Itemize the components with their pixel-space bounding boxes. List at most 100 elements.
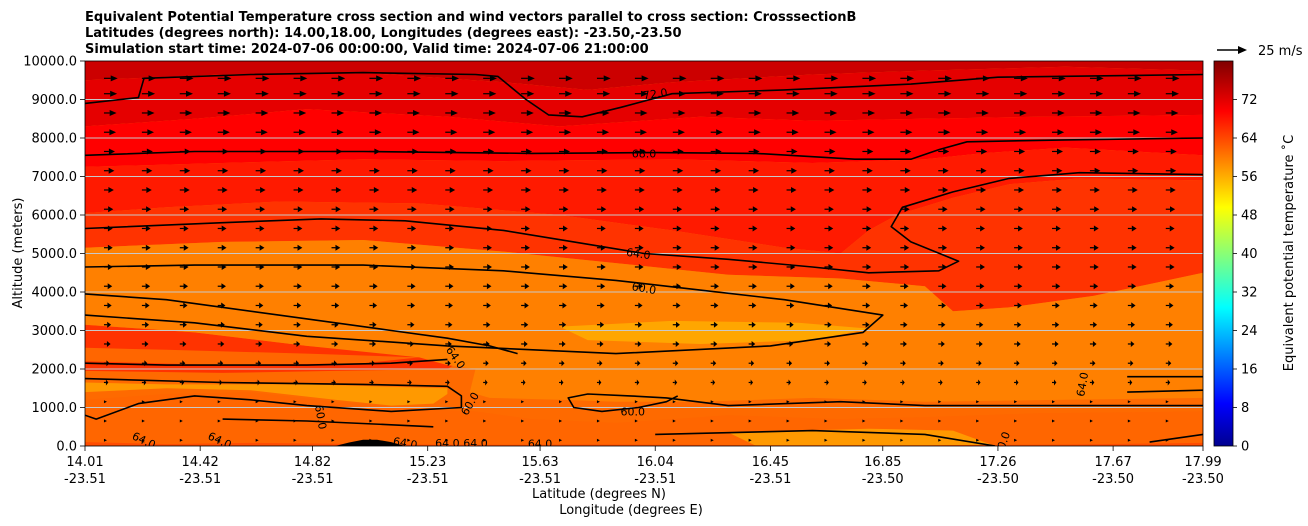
wind-vector bbox=[748, 283, 757, 290]
wind-vector bbox=[445, 400, 449, 404]
wind-vector-head-icon bbox=[713, 321, 718, 328]
wind-vector bbox=[141, 148, 153, 155]
wind-vector bbox=[1014, 148, 1026, 155]
wind-vector-head-icon bbox=[261, 90, 269, 97]
wind-vector-head-icon bbox=[485, 379, 488, 386]
wind-vector-head-icon bbox=[561, 360, 565, 367]
wind-vectors-layer bbox=[103, 75, 1180, 442]
contour-label-14: 64.0 bbox=[528, 438, 553, 451]
wind-vector-head-icon bbox=[634, 400, 638, 404]
wind-vector-head-icon bbox=[944, 90, 952, 97]
wind-vector bbox=[1014, 206, 1024, 213]
wind-vector bbox=[596, 167, 608, 174]
contour-label-8: 64.0 bbox=[1074, 371, 1091, 397]
wind-vector-head-icon bbox=[715, 186, 721, 193]
wind-vector-head-icon bbox=[790, 302, 795, 309]
wind-vector-head-icon bbox=[829, 129, 837, 136]
wind-vector-head-icon bbox=[525, 225, 530, 232]
wind-vector bbox=[862, 340, 870, 347]
wind-vector bbox=[559, 225, 568, 232]
wind-vector bbox=[255, 129, 268, 136]
wind-vector-head-icon bbox=[293, 400, 297, 404]
wind-vector-head-icon bbox=[748, 438, 752, 442]
wind-vector bbox=[1052, 148, 1064, 155]
wind-vector-head-icon bbox=[791, 148, 798, 155]
wind-vector bbox=[103, 206, 114, 213]
wind-vector-head-icon bbox=[371, 360, 375, 367]
wind-vector-head-icon bbox=[716, 109, 724, 116]
wind-vector-head-icon bbox=[677, 167, 684, 174]
wind-vector bbox=[748, 379, 754, 386]
wind-vector-head-icon bbox=[641, 75, 649, 82]
wind-vector-head-icon bbox=[603, 75, 611, 82]
wind-vector-head-icon bbox=[1132, 148, 1139, 155]
wind-vector-head-icon bbox=[449, 225, 455, 232]
wind-vector bbox=[862, 283, 871, 290]
wind-vector bbox=[255, 360, 262, 367]
wind-vector bbox=[1052, 90, 1066, 97]
wind-vector-head-icon bbox=[1127, 419, 1131, 423]
wind-vector-head-icon bbox=[1054, 360, 1058, 367]
wind-vector-head-icon bbox=[220, 321, 225, 328]
wind-vector bbox=[179, 186, 190, 193]
wind-vector-head-icon bbox=[1055, 225, 1061, 232]
wind-vector bbox=[786, 225, 796, 232]
wind-vector bbox=[748, 90, 762, 97]
wind-vector bbox=[445, 167, 456, 174]
wind-vector-head-icon bbox=[331, 400, 335, 404]
wind-vector-head-icon bbox=[563, 167, 570, 174]
wind-vector-head-icon bbox=[1093, 321, 1098, 328]
wind-vector bbox=[1127, 109, 1141, 116]
contour-line-60-4 bbox=[85, 293, 518, 355]
wind-vector-head-icon bbox=[373, 244, 379, 251]
wind-vector-head-icon bbox=[109, 109, 117, 116]
wind-vector-head-icon bbox=[978, 360, 982, 367]
wind-vector bbox=[786, 263, 796, 270]
wind-vector bbox=[900, 90, 914, 97]
wind-vector bbox=[1127, 419, 1131, 423]
wind-vector-head-icon bbox=[637, 360, 641, 367]
wind-vector bbox=[634, 167, 646, 174]
wind-vector-head-icon bbox=[866, 263, 872, 270]
wind-vector-head-icon bbox=[792, 109, 800, 116]
wind-vector bbox=[1014, 244, 1023, 251]
wind-vector-head-icon bbox=[791, 186, 797, 193]
wind-vector-head-icon bbox=[260, 186, 266, 193]
y-tick-label-1: 1000.0 bbox=[32, 401, 78, 416]
wind-vector-head-icon bbox=[638, 283, 644, 290]
wind-vector-head-icon bbox=[1093, 283, 1099, 290]
wind-vector bbox=[862, 321, 870, 328]
wind-vector bbox=[179, 206, 190, 213]
wind-vector bbox=[369, 206, 379, 213]
wind-vector bbox=[103, 75, 118, 82]
wind-vector-head-icon bbox=[527, 75, 535, 82]
wind-vector bbox=[748, 109, 762, 116]
wind-vector-head-icon bbox=[369, 400, 373, 404]
wind-vector bbox=[710, 186, 721, 193]
wind-vector bbox=[634, 400, 638, 404]
wind-vector-head-icon bbox=[523, 379, 526, 386]
wind-vector-head-icon bbox=[221, 283, 226, 290]
wind-vector-head-icon bbox=[337, 90, 345, 97]
wind-vector bbox=[786, 186, 797, 193]
wind-vector bbox=[1165, 206, 1176, 213]
wind-vector-head-icon bbox=[866, 206, 872, 213]
wind-vector bbox=[483, 186, 494, 193]
wind-vector bbox=[445, 379, 450, 386]
chart-title-line-3: Simulation start time: 2024-07-06 00:00:… bbox=[85, 42, 649, 57]
wind-vector-head-icon bbox=[677, 186, 683, 193]
wind-vector-head-icon bbox=[334, 340, 339, 347]
theta-e-band-12 bbox=[1127, 376, 1203, 391]
wind-vector bbox=[596, 75, 611, 82]
wind-vector-head-icon bbox=[222, 167, 229, 174]
wind-vector-head-icon bbox=[788, 379, 791, 386]
wind-vector bbox=[1014, 283, 1023, 290]
wind-vector bbox=[521, 360, 527, 367]
wind-vector-head-icon bbox=[144, 340, 149, 347]
wind-vector bbox=[445, 225, 455, 232]
wind-vector-head-icon bbox=[826, 360, 830, 367]
wind-vector bbox=[331, 148, 343, 155]
wind-vector bbox=[141, 400, 145, 404]
wind-vector bbox=[483, 167, 494, 174]
wind-vector-head-icon bbox=[1094, 206, 1100, 213]
